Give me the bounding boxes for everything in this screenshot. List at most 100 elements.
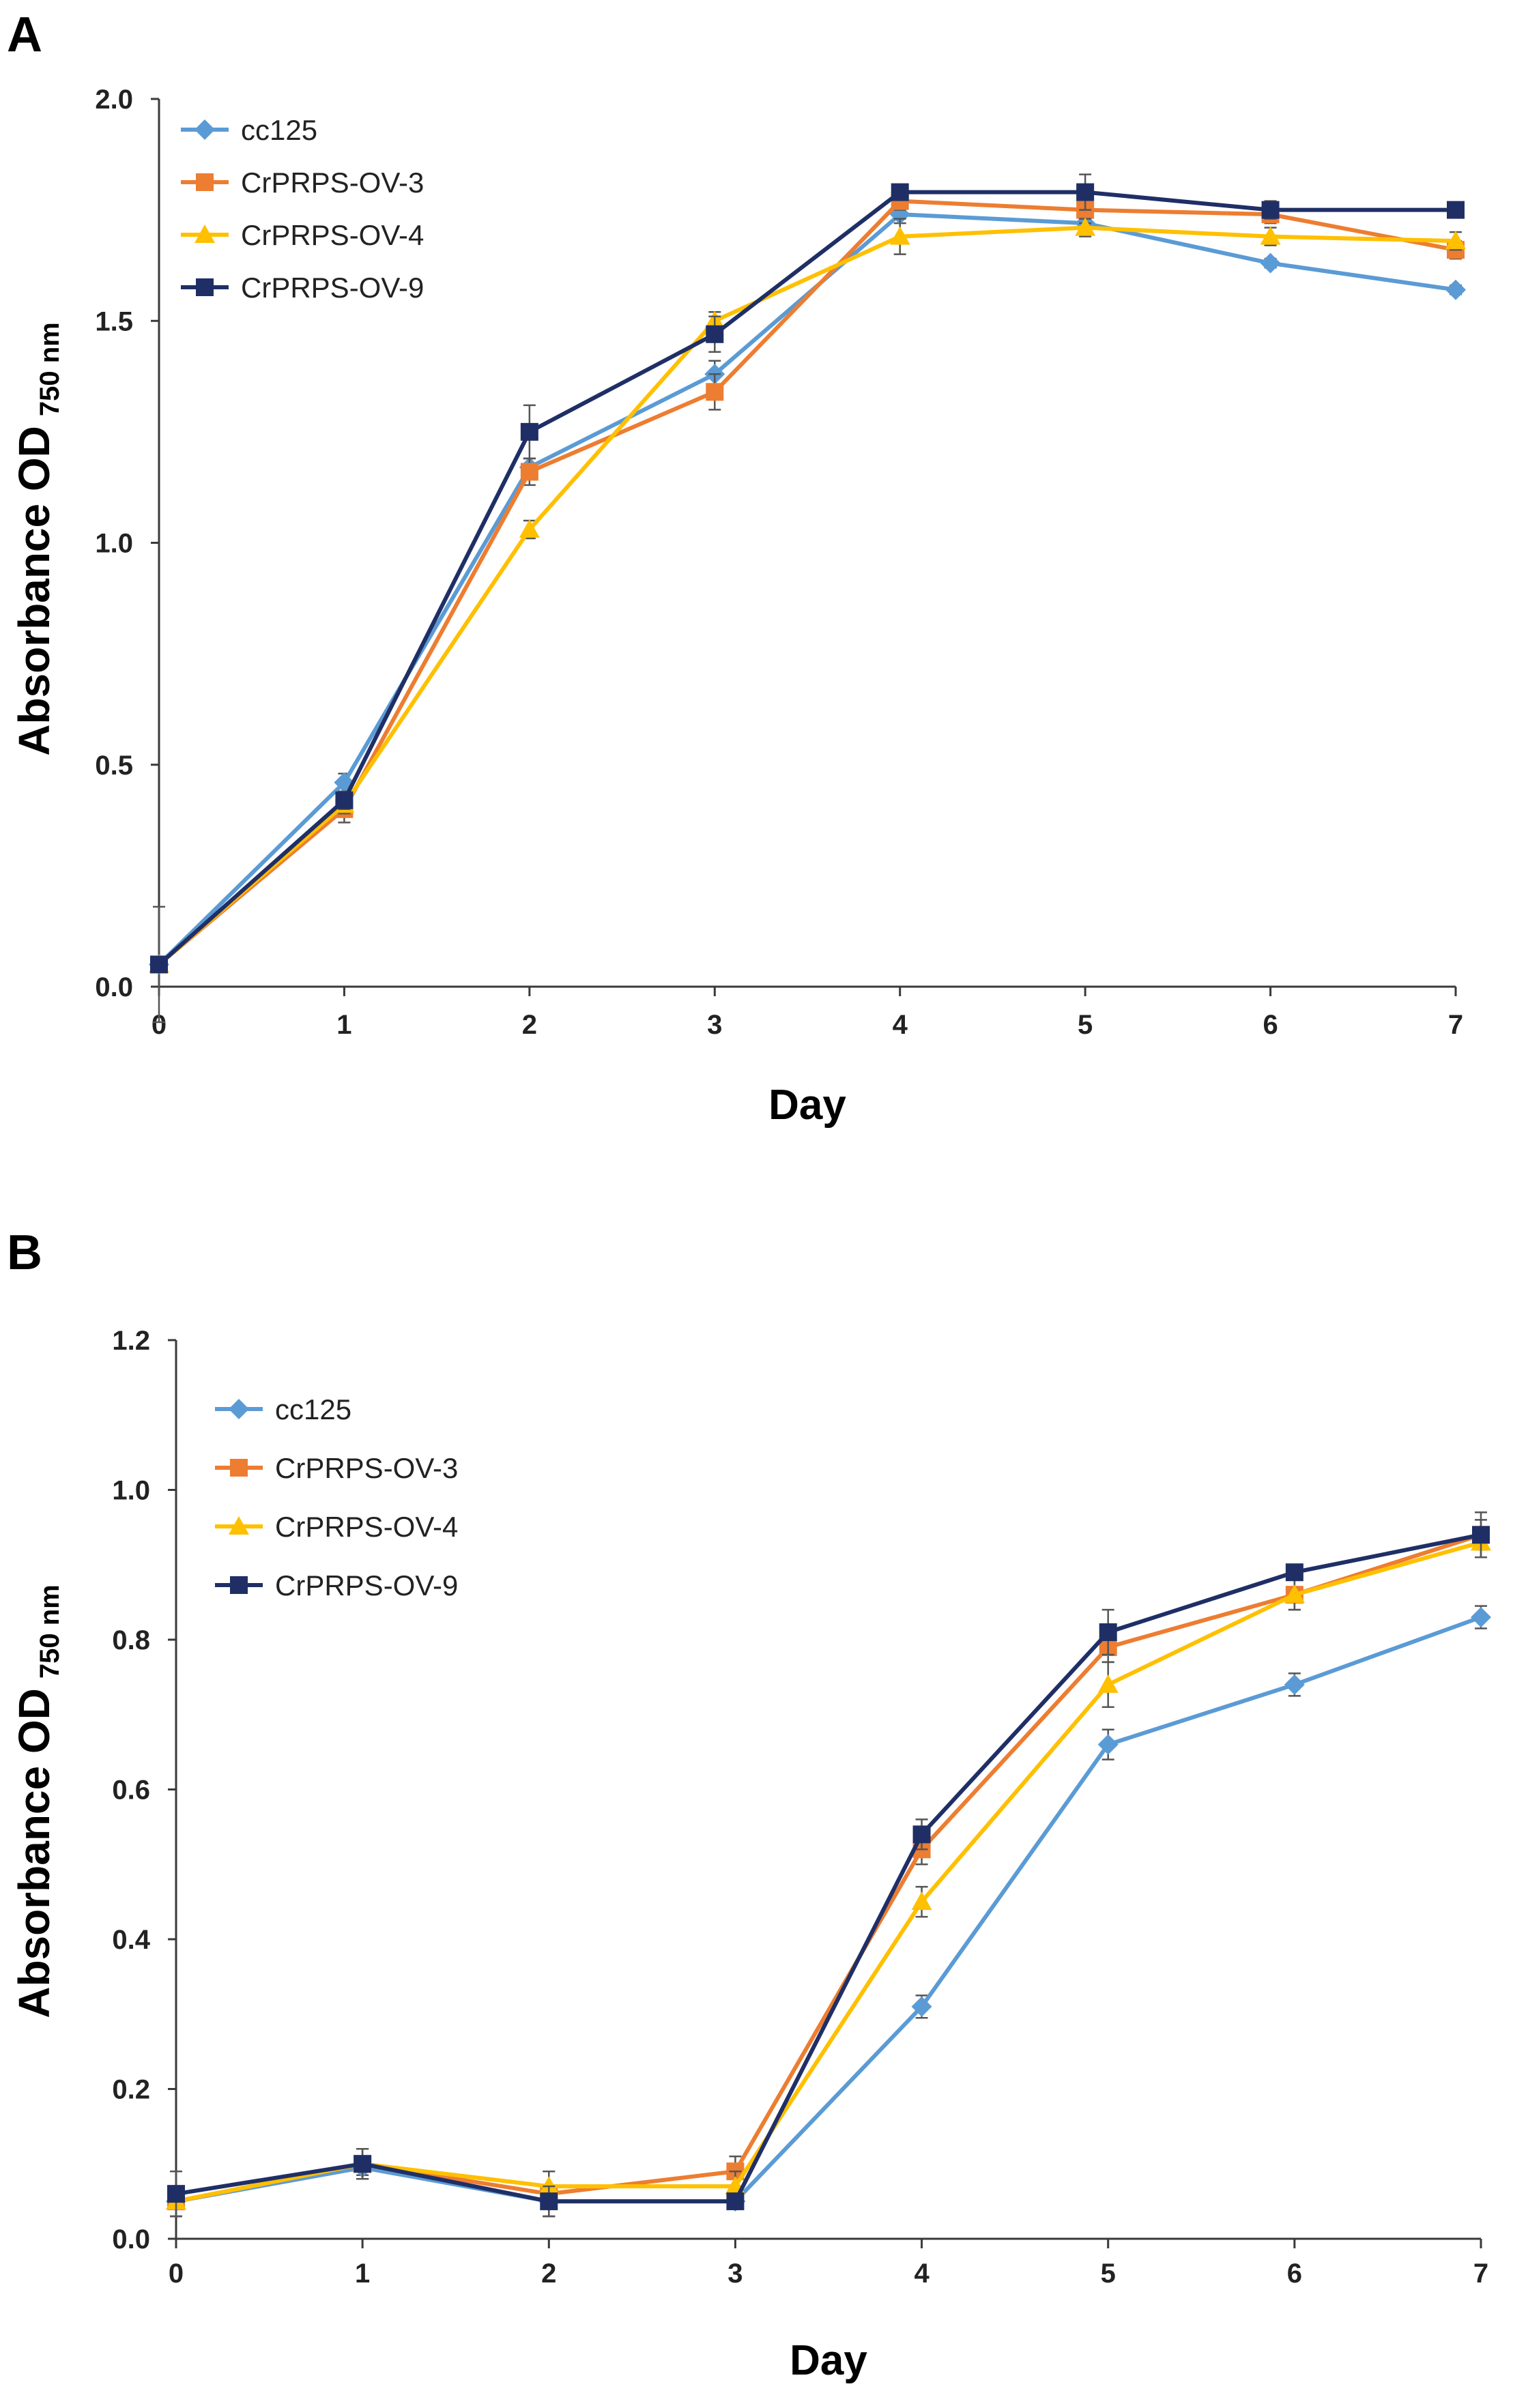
data-point	[1076, 183, 1095, 201]
legend-label: CrPRPS-OV-9	[275, 1569, 458, 1601]
series-cc125	[166, 1605, 1491, 2218]
legend-item: cc125	[181, 114, 317, 146]
data-point	[706, 325, 724, 343]
x-tick-label: 2	[541, 2259, 556, 2289]
data-point	[335, 791, 354, 809]
series-crprps-ov-3	[167, 1519, 1490, 2218]
y-tick-label: 1.5	[95, 306, 133, 336]
y-tick-label: 0.4	[112, 1925, 150, 1955]
legend-marker	[196, 173, 214, 191]
x-axis-title: Day	[790, 2337, 867, 2384]
x-tick-label: 1	[355, 2259, 370, 2289]
series-line	[175, 1533, 1482, 2204]
y-axis-title: Absorbance OD 750 nm	[10, 1584, 65, 2018]
legend-item: cc125	[215, 1393, 351, 1425]
data-point	[911, 1891, 932, 1911]
data-point	[1471, 1607, 1491, 1628]
series-crprps-ov-9	[150, 173, 1465, 974]
y-tick-label: 1.0	[95, 529, 133, 559]
legend-item: CrPRPS-OV-9	[215, 1569, 458, 1601]
data-point	[1285, 1563, 1303, 1582]
x-tick-label: 3	[727, 2259, 743, 2289]
data-point	[1097, 1674, 1119, 1693]
data-point	[1099, 1623, 1117, 1642]
legend-marker	[229, 1399, 249, 1419]
x-tick-label: 0	[152, 1010, 167, 1040]
legend-label: CrPRPS-OV-3	[241, 166, 424, 199]
x-tick-label: 4	[914, 2259, 930, 2289]
series-line	[158, 225, 1456, 966]
data-point	[354, 2155, 372, 2173]
series-crprps-ov-4	[149, 217, 1466, 973]
data-point	[1472, 1526, 1490, 1544]
x-tick-label: 5	[1101, 2259, 1116, 2289]
legend-label: cc125	[275, 1393, 351, 1425]
y-tick-label: 0.2	[112, 2075, 150, 2105]
x-tick-label: 7	[1473, 2259, 1488, 2289]
series-crprps-ov-9	[167, 1511, 1490, 2218]
x-axis-title: Day	[768, 1082, 846, 1129]
y-tick-label: 0.8	[112, 1625, 150, 1655]
legend-label: CrPRPS-OV-9	[241, 272, 424, 304]
x-tick-label: 6	[1263, 1010, 1278, 1040]
y-tick-label: 2.0	[95, 85, 133, 115]
data-point	[334, 772, 355, 793]
data-point	[1261, 201, 1280, 219]
legend-item: CrPRPS-OV-3	[181, 166, 424, 199]
data-point	[167, 2185, 185, 2203]
data-point	[1284, 1674, 1305, 1695]
panel-label: B	[7, 1225, 42, 1280]
y-tick-label: 1.2	[112, 1326, 150, 1356]
data-point	[538, 2176, 560, 2195]
data-point	[1284, 1584, 1305, 1604]
legend-label: cc125	[241, 114, 317, 146]
data-point	[706, 383, 724, 401]
data-point	[520, 463, 538, 481]
data-point	[891, 183, 909, 201]
series-line	[158, 190, 1456, 966]
data-point	[540, 2192, 558, 2211]
y-tick-label: 0.5	[95, 751, 133, 781]
data-point	[1445, 279, 1466, 300]
y-axis-title-main: Absorbance OD	[10, 426, 59, 756]
x-tick-label: 1	[336, 1010, 351, 1040]
legend-marker	[194, 119, 215, 140]
y-tick-label: 0.0	[112, 2224, 150, 2254]
y-tick-label: 1.0	[112, 1476, 150, 1506]
legend-marker	[230, 1576, 248, 1594]
x-tick-label: 4	[893, 1010, 908, 1040]
legend-item: CrPRPS-OV-3	[215, 1452, 458, 1484]
data-point	[911, 1996, 932, 2017]
x-tick-label: 2	[522, 1010, 537, 1040]
x-tick-label: 6	[1287, 2259, 1302, 2289]
y-axis-title-subscript: 750 nm	[35, 1584, 65, 1679]
series-line	[175, 1615, 1482, 2204]
series-line	[175, 1540, 1482, 2204]
legend-label: CrPRPS-OV-4	[275, 1511, 458, 1543]
legend-marker	[194, 224, 215, 243]
y-axis-title: Absorbance OD 750 nm	[10, 322, 65, 756]
series-crprps-ov-3	[150, 191, 1465, 974]
data-point	[912, 1825, 931, 1844]
x-tick-label: 5	[1078, 1010, 1093, 1040]
series-line	[158, 199, 1456, 966]
x-tick-label: 3	[707, 1010, 722, 1040]
legend-item: CrPRPS-OV-4	[181, 219, 424, 251]
chart-panel-b: B 0.0 0.2 0.4 0.6 0.8 1.0 1.2 0 1 2 3 4 5 6 7 Day Absorba…	[7, 1225, 1491, 2384]
data-point	[1447, 201, 1465, 219]
data-point	[520, 422, 538, 441]
series-crprps-ov-4	[166, 1526, 1491, 2218]
series-line	[157, 212, 1456, 966]
legend-item: CrPRPS-OV-9	[181, 272, 424, 304]
y-tick-label: 0.6	[112, 1775, 150, 1805]
legend-marker	[196, 278, 214, 296]
data-point	[889, 226, 910, 245]
y-axis-title-main: Absorbance OD	[10, 1688, 59, 2018]
legend-marker	[230, 1459, 248, 1477]
x-tick-label: 7	[1448, 1010, 1463, 1040]
legend-label: CrPRPS-OV-4	[241, 219, 424, 251]
legend-marker	[229, 1516, 249, 1535]
legend: cc125 CrPRPS-OV-3 CrPRPS-OV-4 CrPRPS-OV-9	[215, 1393, 458, 1601]
data-point	[726, 2192, 745, 2211]
